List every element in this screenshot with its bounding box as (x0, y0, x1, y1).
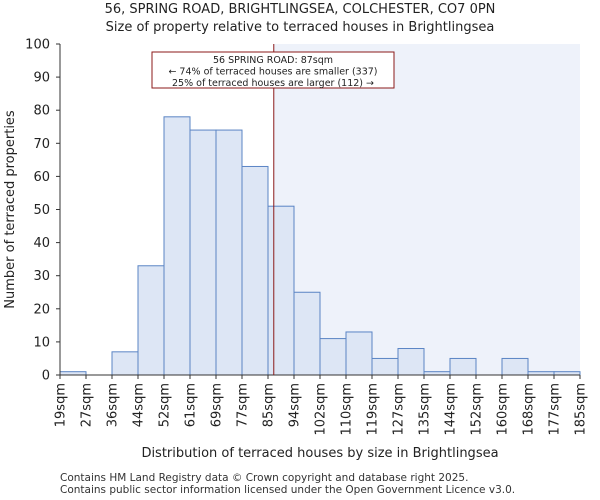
x-tick-label: 44sqm (132, 383, 147, 427)
histogram-bar (111, 351, 139, 376)
chart-subtitle: Size of property relative to terraced ho… (105, 20, 495, 35)
histogram-bar (267, 205, 295, 376)
annotation-title: 56 SPRING ROAD: 87sqm (213, 55, 333, 66)
x-tick-label: 168sqm (522, 383, 537, 436)
histogram-bar (397, 348, 425, 376)
y-tick-label: 30 (33, 269, 50, 284)
histogram-bar (241, 165, 269, 376)
y-tick-label: 70 (33, 137, 50, 152)
x-tick-label: 36sqm (106, 383, 121, 427)
histogram-bar (163, 116, 191, 376)
y-tick-label: 100 (25, 38, 50, 53)
histogram-bar (345, 331, 373, 376)
histogram-bar (189, 129, 217, 376)
x-tick-label: 160sqm (496, 383, 511, 436)
x-tick-label: 127sqm (392, 383, 407, 436)
footer-licence: Contains public sector information licen… (60, 484, 516, 496)
x-tick-label: 77sqm (236, 383, 251, 427)
x-tick-label: 94sqm (288, 383, 303, 427)
y-axis-title: Number of terraced properties (3, 110, 18, 309)
x-tick-label: 119sqm (366, 383, 381, 436)
annotation-line: 25% of terraced houses are larger (112) … (172, 78, 374, 89)
x-tick-label: 144sqm (444, 383, 459, 436)
x-tick-label: 110sqm (340, 383, 355, 436)
highlight-region (273, 44, 580, 375)
x-axis-title: Distribution of terraced houses by size … (141, 446, 498, 461)
y-tick-label: 50 (33, 203, 50, 218)
histogram-bar (293, 291, 321, 376)
y-tick-label: 20 (33, 302, 50, 317)
x-tick-label: 177sqm (548, 383, 563, 436)
histogram-bar (501, 357, 529, 376)
y-tick-label: 0 (42, 369, 50, 384)
annotation-box (151, 51, 395, 89)
x-tick-label: 19sqm (54, 383, 69, 427)
histogram-bar (215, 129, 243, 376)
x-tick-label: 185sqm (574, 383, 589, 436)
histogram-bar (319, 338, 347, 376)
chart-title: 56, SPRING ROAD, BRIGHTLINGSEA, COLCHEST… (104, 2, 496, 17)
x-tick-label: 27sqm (80, 383, 95, 427)
histogram-bar (449, 357, 477, 376)
x-tick-label: 52sqm (158, 383, 173, 427)
x-tick-label: 69sqm (210, 383, 225, 427)
x-tick-label: 85sqm (262, 383, 277, 427)
y-tick-label: 90 (33, 71, 50, 86)
x-tick-label: 135sqm (418, 383, 433, 436)
histogram-bar (371, 357, 399, 376)
y-tick-label: 10 (33, 335, 50, 350)
y-tick-label: 80 (33, 104, 50, 119)
x-tick-label: 61sqm (184, 383, 199, 427)
y-tick-label: 40 (33, 236, 50, 251)
x-tick-label: 102sqm (314, 383, 329, 436)
x-tick-label: 152sqm (470, 383, 485, 436)
footer-copyright: Contains HM Land Registry data © Crown c… (60, 472, 469, 484)
annotation-line: ← 74% of terraced houses are smaller (33… (168, 67, 377, 78)
y-tick-label: 60 (33, 170, 50, 185)
histogram-bar (137, 265, 165, 376)
